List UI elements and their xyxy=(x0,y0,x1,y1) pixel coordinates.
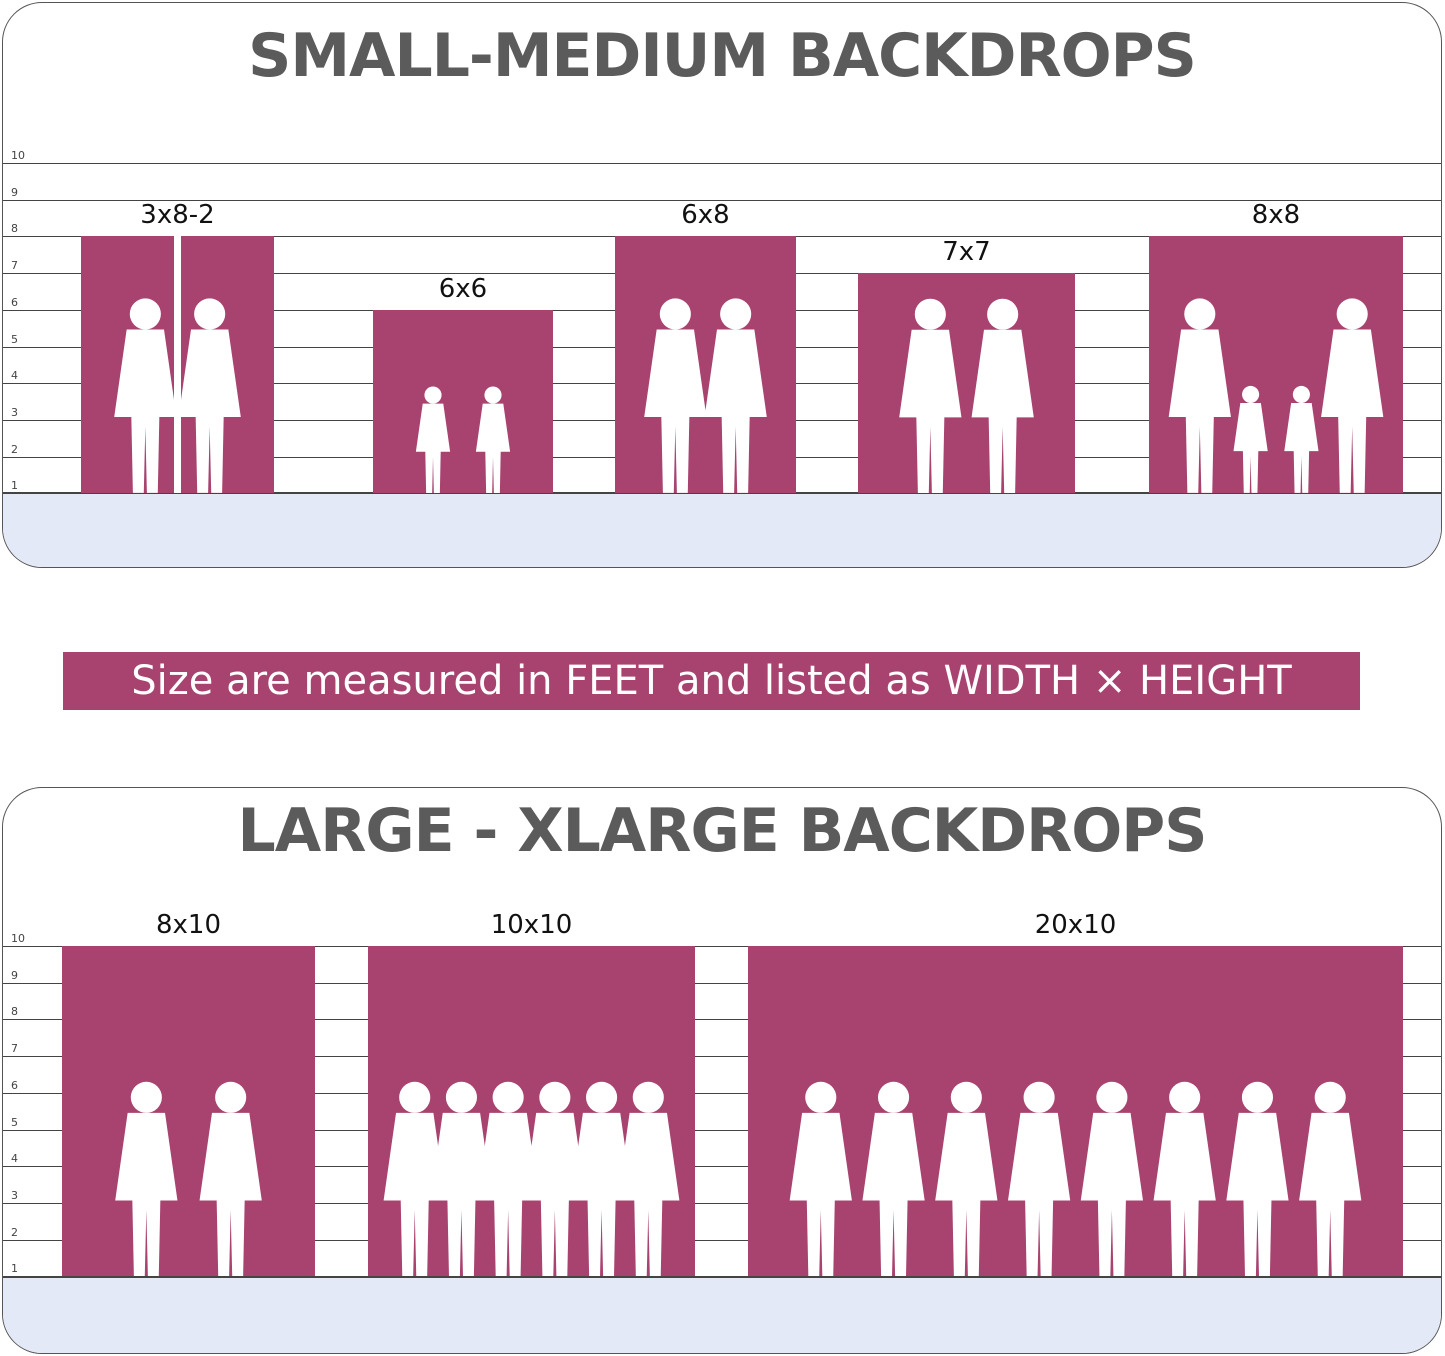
backdrop-size-label: 3x8-2 xyxy=(140,200,215,231)
height-tick: 1 xyxy=(11,479,18,493)
height-tick: 10 xyxy=(11,149,25,162)
backdrop-size-label: 10x10 xyxy=(490,909,573,940)
floor xyxy=(3,1277,1441,1353)
backdrop-8x8 xyxy=(1149,236,1403,493)
height-tick: 4 xyxy=(11,1152,18,1166)
gridline xyxy=(3,1276,1441,1278)
height-tick: 8 xyxy=(11,1005,18,1019)
gridline xyxy=(3,1202,1441,1204)
height-tick: 8 xyxy=(11,222,18,236)
backdrop-6x6 xyxy=(373,309,553,493)
panel-seam xyxy=(173,236,181,493)
floor xyxy=(3,492,1441,567)
small-medium-panel: SMALL-MEDIUM BACKDROPS 10 9 8 7 6 5 4 3 2 1 3x8-2 6… xyxy=(2,2,1442,568)
person-silhouette xyxy=(789,1081,852,1276)
height-tick: 3 xyxy=(11,405,18,419)
person-silhouette xyxy=(1080,1081,1144,1276)
panel-title: SMALL-MEDIUM BACKDROPS xyxy=(248,21,1197,91)
person-silhouette xyxy=(477,1081,540,1276)
height-tick: 2 xyxy=(11,442,18,456)
person-silhouette xyxy=(523,1081,586,1276)
height-tick: 1 xyxy=(11,1262,18,1276)
person-silhouette xyxy=(1321,298,1384,493)
person-silhouette xyxy=(383,1081,446,1276)
person-silhouette xyxy=(862,1081,925,1276)
person-silhouette xyxy=(899,298,962,493)
person-silhouette xyxy=(1007,1081,1071,1276)
backdrop-size-label: 8x8 xyxy=(1251,200,1301,231)
person-silhouette xyxy=(199,1081,262,1276)
backdrop-size-label: 7x7 xyxy=(942,236,991,267)
person-silhouette xyxy=(115,1081,178,1276)
gridline xyxy=(3,1129,1441,1131)
height-tick: 10 xyxy=(11,932,25,945)
gridline xyxy=(3,163,1441,164)
gridline xyxy=(3,982,1441,984)
height-tick: 4 xyxy=(11,369,18,383)
height-tick: 5 xyxy=(11,1115,18,1129)
person-silhouette xyxy=(644,298,707,493)
panel-title: LARGE - XLARGE BACKDROPS xyxy=(237,796,1208,866)
backdrop-size-label: 6x6 xyxy=(438,273,488,304)
person-silhouette xyxy=(971,298,1034,493)
gridline xyxy=(3,1019,1441,1021)
gridline xyxy=(3,1166,1441,1168)
height-tick: 6 xyxy=(11,1078,18,1092)
person-silhouette xyxy=(1153,1081,1216,1276)
backdrop-size-label: 6x8 xyxy=(681,200,730,231)
backdrop-size-label: 8x10 xyxy=(155,909,221,940)
person-silhouette xyxy=(617,1081,680,1276)
backdrop-6x8 xyxy=(615,236,796,493)
person-silhouette xyxy=(935,1081,998,1276)
person-silhouette xyxy=(1299,1081,1362,1276)
height-tick: 9 xyxy=(11,185,18,199)
person-silhouette xyxy=(114,298,177,493)
person-silhouette xyxy=(1284,386,1319,493)
gridline xyxy=(3,493,1441,495)
person-silhouette xyxy=(475,386,511,493)
backdrop-10x10 xyxy=(368,945,695,1276)
backdrop-8x10 xyxy=(62,945,315,1276)
height-tick: 7 xyxy=(11,1042,18,1056)
gridline xyxy=(3,1239,1441,1241)
person-silhouette xyxy=(1233,386,1268,493)
person-silhouette xyxy=(1168,298,1231,493)
person-silhouette xyxy=(1226,1081,1289,1276)
gridline xyxy=(3,946,1441,947)
backdrop-3x8-2 xyxy=(81,236,274,493)
backdrop-7x7 xyxy=(858,272,1075,493)
backdrop-size-label: 20x10 xyxy=(1034,909,1117,940)
height-tick: 5 xyxy=(11,332,18,346)
height-tick: 2 xyxy=(11,1225,18,1239)
backdrop-20x10 xyxy=(748,945,1403,1276)
large-xlarge-panel: LARGE - XLARGE BACKDROPS 10 9 8 7 6 5 4 3 2 1 8x10… xyxy=(2,787,1442,1354)
height-tick: 6 xyxy=(11,295,18,309)
height-tick: 3 xyxy=(11,1188,18,1202)
person-silhouette xyxy=(570,1081,633,1276)
height-tick: 9 xyxy=(11,968,18,982)
height-tick: 7 xyxy=(11,259,18,273)
person-silhouette xyxy=(178,298,241,493)
gridline xyxy=(3,1092,1441,1094)
units-banner: Size are measured in FEET and listed as … xyxy=(63,652,1360,710)
person-silhouette xyxy=(415,386,451,493)
person-silhouette xyxy=(704,298,767,493)
gridline xyxy=(3,1056,1441,1058)
person-silhouette xyxy=(430,1081,493,1276)
gridline xyxy=(3,199,1441,201)
